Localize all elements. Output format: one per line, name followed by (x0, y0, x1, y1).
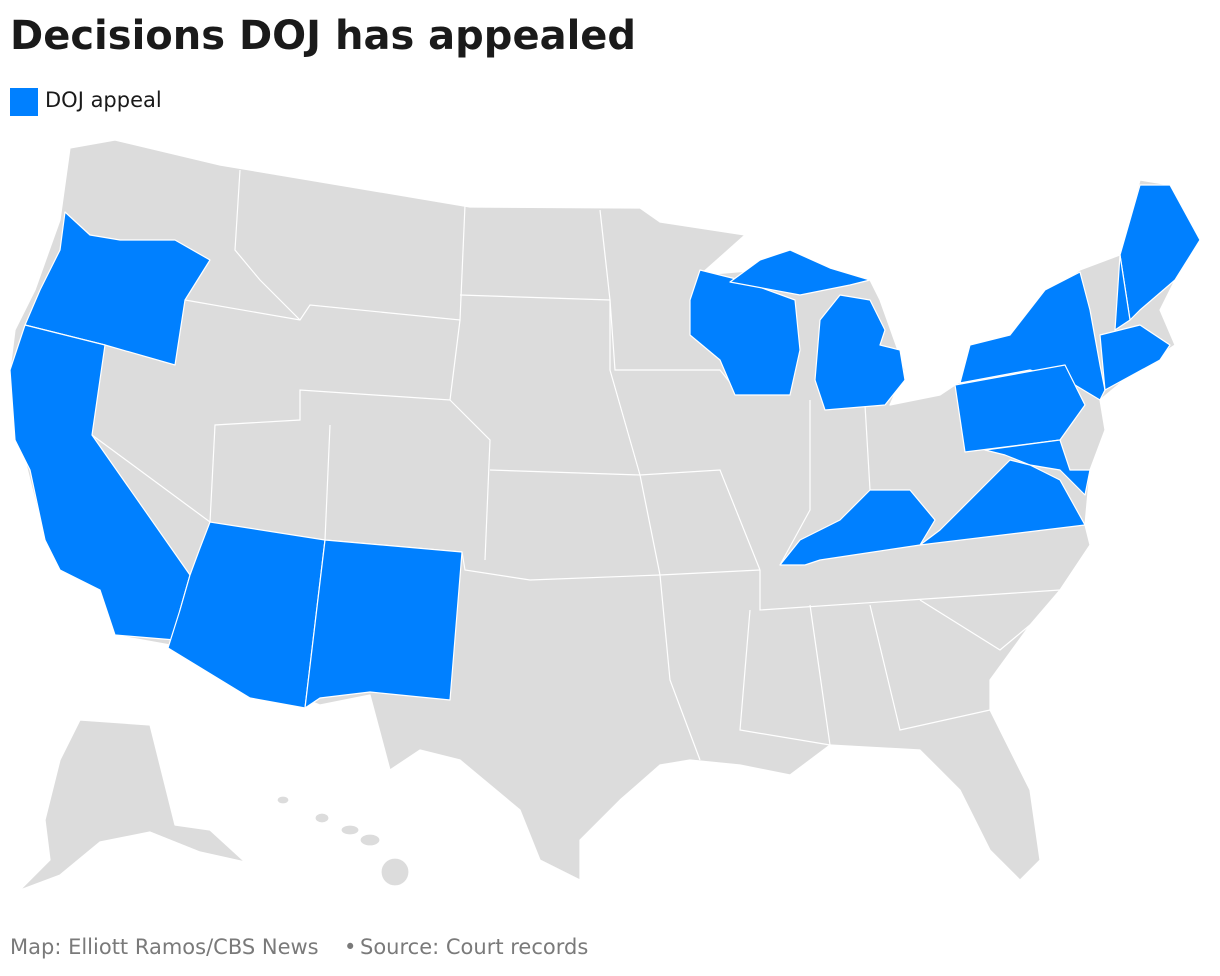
hawaii-island (359, 833, 381, 847)
state-wisconsin (689, 269, 801, 396)
state-border (489, 469, 701, 761)
state-border (919, 599, 1031, 651)
state-southern-new-england (1099, 324, 1171, 391)
state-border (864, 404, 871, 491)
state-new-york (959, 271, 1106, 401)
footer-credit: Map: Elliott Ramos/CBS News (10, 935, 319, 959)
state-oregon (24, 211, 211, 366)
state-michigan (729, 249, 871, 296)
footer-source: Source: Court records (360, 935, 588, 959)
footer-separator: • (344, 935, 356, 959)
state-border (459, 294, 741, 396)
state-new-mexico (304, 539, 463, 709)
state-border (184, 204, 466, 321)
state-california (9, 324, 191, 641)
map (9, 139, 1201, 891)
state-border (779, 400, 811, 566)
state-border (449, 399, 491, 561)
title: Decisions DOJ has appealed (10, 13, 636, 59)
state-border (739, 604, 831, 746)
state-border (759, 570, 1061, 611)
hawaii-island (340, 824, 360, 836)
legend-label: DOJ appeal (45, 88, 162, 112)
state-virginia (919, 459, 1086, 546)
hawaii-island (314, 812, 330, 824)
state-maine (1119, 184, 1201, 321)
hawaii-island (380, 857, 410, 887)
state-new-hampshire (1114, 254, 1131, 331)
state-border (869, 604, 991, 731)
legend-swatch (10, 88, 38, 116)
state-maryland-delaware (984, 439, 1091, 496)
state-michigan (814, 294, 906, 411)
hawaii-island (276, 795, 290, 805)
state-pennsylvania (954, 364, 1086, 453)
state-kentucky (779, 489, 936, 566)
state-border (234, 169, 301, 321)
alaska (19, 719, 246, 891)
state-border (599, 209, 761, 571)
appealed-states (9, 184, 1201, 709)
